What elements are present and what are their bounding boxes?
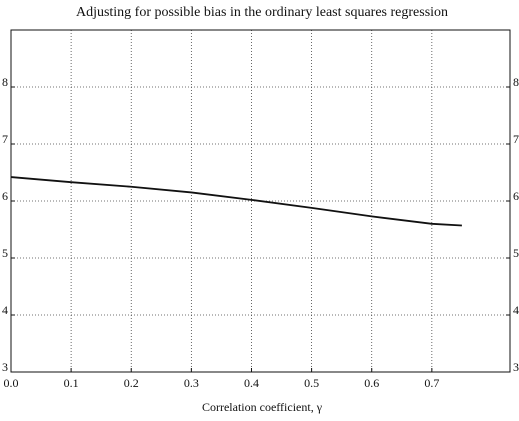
- y-tick-label: 6: [2, 189, 8, 203]
- y-tick-label: 4: [2, 303, 8, 317]
- y2-tick-label: 8: [513, 75, 519, 89]
- y-tick-label: 8: [2, 75, 8, 89]
- y-tick-label: 7: [2, 132, 8, 146]
- y2-tick-label: 5: [513, 246, 519, 260]
- x-tick-label: 0.2: [124, 376, 139, 390]
- x-tick-label: 0.1: [64, 376, 79, 390]
- y-tick-label: 5: [2, 246, 8, 260]
- y2-tick-label: 3: [513, 360, 519, 374]
- data-line: [10, 176, 462, 227]
- x-axis-label: Correlation coefficient, γ: [202, 400, 323, 414]
- x-tick-label: 0.4: [244, 376, 259, 390]
- x-tick-label: 0.0: [4, 376, 19, 390]
- chart-title: Adjusting for possible bias in the ordin…: [76, 5, 448, 20]
- y2-tick-label: 6: [513, 189, 519, 203]
- y-tick-label: 3: [2, 360, 8, 374]
- x-tick-label: 0.3: [184, 376, 199, 390]
- x-tick-label: 0.6: [364, 376, 379, 390]
- plot-frame: [10, 29, 511, 373]
- y2-tick-label: 7: [513, 132, 519, 146]
- x-tick-label: 0.5: [304, 376, 319, 390]
- y2-tick-label: 4: [513, 303, 519, 317]
- x-tick-label: 0.7: [424, 376, 439, 390]
